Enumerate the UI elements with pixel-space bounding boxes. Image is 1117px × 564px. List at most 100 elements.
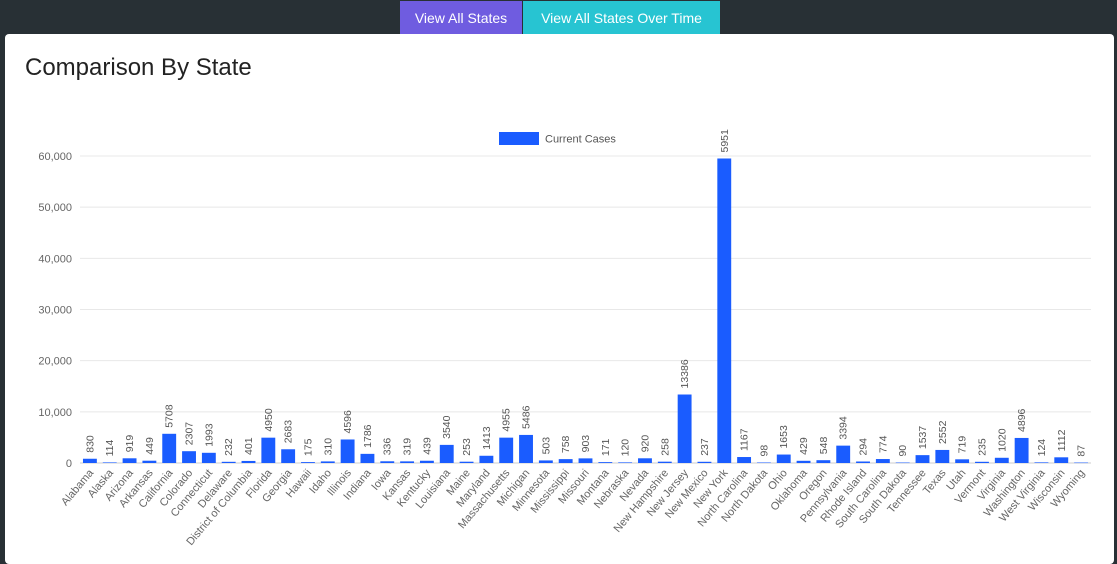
data-label: 503 [540, 437, 552, 455]
data-label: 258 [659, 438, 671, 456]
bar-indiana[interactable] [360, 453, 375, 463]
data-label: 449 [144, 437, 156, 455]
bar-georgia[interactable] [281, 449, 296, 463]
bar-california[interactable] [162, 433, 177, 463]
bar-ohio[interactable] [776, 454, 791, 463]
data-label: 90 [897, 445, 909, 457]
data-label: 920 [639, 435, 651, 453]
bar-arkansas[interactable] [142, 460, 157, 463]
bar-colorado[interactable] [182, 451, 196, 463]
data-label: 232 [223, 438, 235, 456]
data-label: 3394 [838, 416, 850, 440]
bar-rhode-island[interactable] [856, 461, 870, 463]
bar-utah[interactable] [955, 459, 970, 463]
bar-wisconsin[interactable] [1054, 457, 1069, 463]
view-all-states-over-time-button[interactable]: View All States Over Time [523, 1, 720, 34]
data-label: 4950 [263, 408, 275, 432]
data-label: 2552 [937, 420, 949, 444]
bar-alaska[interactable] [102, 462, 117, 463]
legend-label[interactable]: Current Cases [545, 134, 616, 146]
data-label: 310 [322, 438, 334, 456]
y-axis-ticks: 0 10,000 20,000 30,000 40,000 50,000 60,000 [38, 151, 72, 470]
bar-kansas[interactable] [400, 461, 415, 463]
bar-west-virginia[interactable] [1034, 462, 1049, 463]
bar-new-jersey[interactable] [677, 394, 692, 463]
data-label: 4955 [501, 408, 513, 432]
bar-louisiana[interactable] [439, 444, 454, 463]
data-label: 5486 [521, 405, 533, 429]
y-tick-label: 60,000 [38, 151, 72, 163]
bar-hawaii[interactable] [301, 462, 315, 463]
data-label: 319 [402, 438, 414, 456]
data-label: 5708 [164, 404, 176, 428]
data-label: 2307 [184, 422, 196, 446]
bar-nevada[interactable] [638, 458, 652, 463]
bar-massachusetts[interactable] [499, 437, 514, 463]
data-label: 3540 [441, 415, 453, 439]
bar-montana[interactable] [598, 462, 613, 463]
bar-arizona[interactable] [122, 458, 137, 463]
bar-oregon[interactable] [816, 460, 831, 463]
bar-michigan[interactable] [519, 434, 533, 463]
bar-maine[interactable] [459, 461, 474, 463]
y-tick-label: 50,000 [38, 202, 72, 214]
bar-mississippi[interactable] [558, 459, 573, 463]
top-navigation-bar: View All States View All States Over Tim… [0, 0, 1117, 34]
bar-tennessee[interactable] [915, 455, 930, 463]
data-label: 401 [243, 437, 255, 455]
bar-north-carolina[interactable] [737, 457, 752, 463]
bar-iowa[interactable] [380, 461, 395, 463]
data-label: 548 [818, 437, 830, 455]
data-label: 4596 [342, 410, 354, 434]
bar-south-carolina[interactable] [875, 459, 890, 463]
bar-vermont[interactable] [975, 461, 989, 463]
data-label: 87 [1076, 445, 1088, 457]
bar-maryland[interactable] [479, 455, 494, 463]
bar-new-york[interactable] [717, 158, 732, 463]
x-tick-label: Texas [921, 467, 949, 497]
bar-alabama[interactable] [82, 458, 97, 463]
data-label: 774 [877, 435, 889, 453]
data-label: 1413 [481, 426, 493, 450]
bar-minnesota[interactable] [538, 460, 553, 463]
data-label: 919 [124, 435, 136, 453]
bar-south-dakota[interactable] [895, 462, 910, 464]
bar-delaware[interactable] [221, 461, 236, 463]
data-label: 719 [957, 436, 969, 454]
data-label: 175 [302, 438, 314, 456]
view-all-states-button[interactable]: View All States [400, 1, 522, 34]
bar-kentucky[interactable] [419, 460, 434, 463]
y-tick-label: 0 [66, 458, 72, 470]
bar-wyoming[interactable] [1074, 462, 1089, 464]
data-label: 124 [1036, 439, 1048, 457]
data-label: 439 [421, 437, 433, 455]
bar-pennsylvania[interactable] [836, 445, 851, 463]
bar-missouri[interactable] [578, 458, 593, 463]
bar-texas[interactable] [935, 449, 950, 463]
bar-district-of-columbia[interactable] [241, 460, 256, 463]
bar-idaho[interactable] [320, 461, 335, 463]
data-label: 429 [798, 437, 810, 455]
bar-washington[interactable] [1014, 437, 1029, 463]
x-axis-ticks: AlabamaAlaskaArizonaArkansasCaliforniaCo… [59, 467, 1087, 548]
data-label: 171 [600, 438, 612, 456]
legend-swatch[interactable] [499, 132, 539, 145]
bar-illinois[interactable] [340, 439, 355, 463]
bar-florida[interactable] [261, 437, 276, 463]
bar-connecticut[interactable] [201, 452, 216, 463]
y-tick-label: 20,000 [38, 356, 72, 368]
y-tick-label: 40,000 [38, 253, 72, 265]
comparison-card: Comparison By State 0 10,000 20,000 30,000 4… [5, 34, 1114, 564]
bars [82, 158, 1089, 464]
data-label: 2683 [283, 420, 295, 444]
bar-chart: 0 10,000 20,000 30,000 40,000 50,000 60,000 83… [38, 129, 1091, 548]
bar-new-mexico[interactable] [697, 461, 712, 463]
bar-oklahoma[interactable] [796, 460, 811, 463]
data-label: 1537 [917, 426, 929, 450]
bar-north-dakota[interactable] [756, 462, 771, 463]
bar-new-hampshire[interactable] [657, 461, 672, 463]
legend[interactable]: Current Cases [499, 132, 616, 146]
bar-nebraska[interactable] [618, 462, 633, 463]
card-title: Comparison By State [25, 54, 252, 81]
bar-virginia[interactable] [994, 457, 1009, 463]
